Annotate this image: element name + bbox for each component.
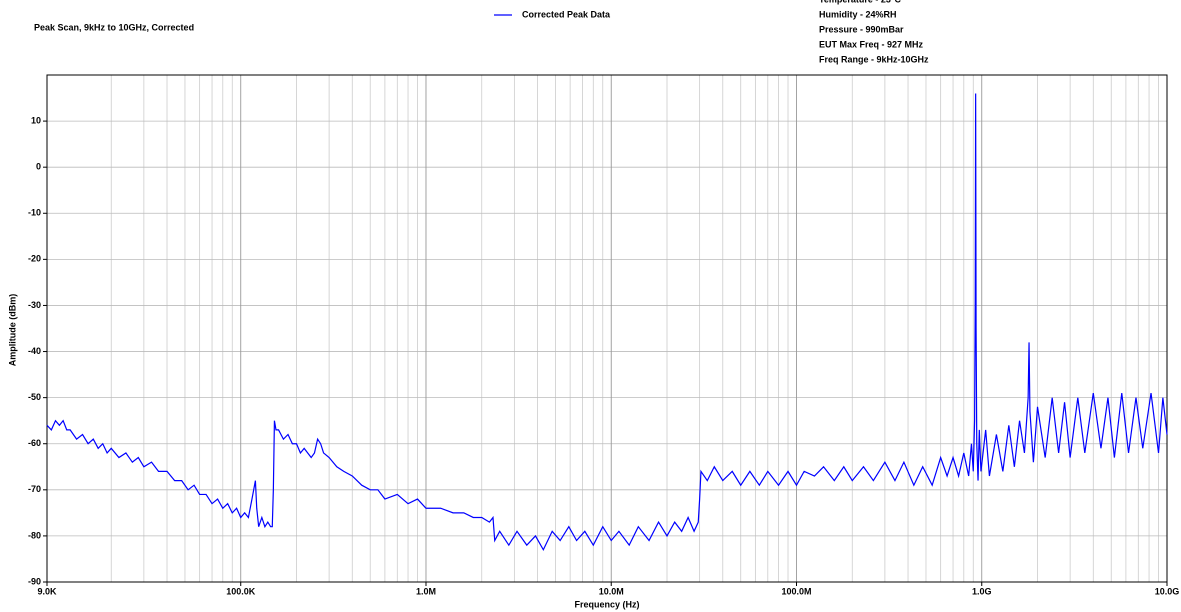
y-tick-label: -60	[28, 438, 41, 448]
x-tick-label: 10.0G	[1155, 586, 1180, 596]
x-tick-label: 100.0M	[781, 586, 811, 596]
x-tick-label: 100.0K	[226, 586, 256, 596]
plot-frame	[46, 74, 1168, 583]
y-tick-label: -10	[28, 208, 41, 218]
x-tick-label: 1.0G	[972, 586, 992, 596]
note: Freq Range - 9kHz-10GHz	[819, 54, 929, 64]
x-tick-label: 1.0M	[416, 586, 436, 596]
x-tick-label: 10.0M	[599, 586, 624, 596]
y-tick-label: -80	[28, 530, 41, 540]
note: Humidity - 24%RH	[819, 9, 897, 19]
data-line	[46, 93, 1168, 552]
y-axis-label: Amplitude (dBm)	[7, 294, 17, 367]
y-tick-label: -30	[28, 300, 41, 310]
note: Temperature - 23°C	[819, 0, 901, 4]
chart-subtitle: Peak Scan, 9kHz to 10GHz, Corrected	[34, 22, 194, 32]
y-tick-label: -70	[28, 484, 41, 494]
y-tick-label: -50	[28, 392, 41, 402]
y-tick-label: 10	[31, 115, 41, 125]
y-tick-label: -90	[28, 576, 41, 586]
legend-label: Corrected Peak Data	[522, 9, 611, 19]
y-tick-label: 0	[36, 162, 41, 172]
x-tick-label: 9.0K	[37, 586, 57, 596]
note: Pressure - 990mBar	[819, 24, 904, 34]
x-axis-label: Frequency (Hz)	[574, 599, 639, 609]
y-tick-label: -40	[28, 346, 41, 356]
note: EUT Max Freq - 927 MHz	[819, 39, 924, 49]
y-tick-label: -20	[28, 254, 41, 264]
